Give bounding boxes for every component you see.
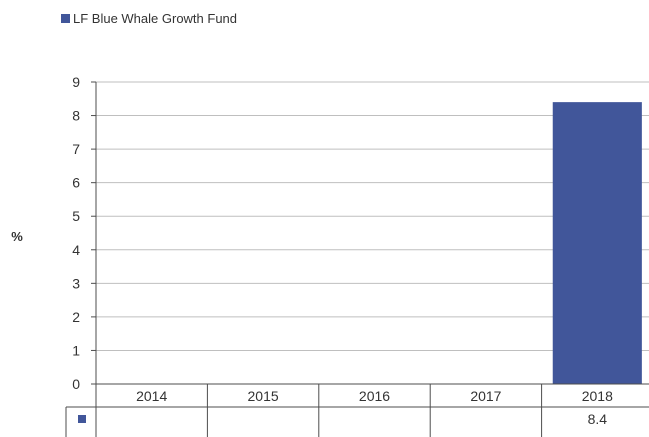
- table-series-swatch: [78, 415, 86, 423]
- bar-2018: [552, 102, 642, 384]
- y-tick-label: 1: [72, 342, 80, 358]
- legend: LF Blue Whale Growth Fund: [61, 11, 237, 26]
- x-tick-label: 2016: [359, 388, 390, 404]
- x-tick-label: 2014: [136, 388, 167, 404]
- y-tick-label: 3: [72, 275, 80, 291]
- y-tick-label: 9: [72, 74, 80, 90]
- y-tick-label: 7: [72, 141, 80, 157]
- y-tick-label: 0: [72, 376, 80, 392]
- y-tick-label: 4: [72, 242, 80, 258]
- x-tick-label: 2015: [248, 388, 279, 404]
- table-value-cell: 8.4: [588, 411, 608, 427]
- y-tick-label: 6: [72, 175, 80, 191]
- y-axis-label: %: [11, 229, 23, 244]
- y-tick-label: 2: [72, 309, 80, 325]
- data-table: 2014 2015 2016 2017 2018 8.4: [65, 383, 649, 437]
- legend-label: LF Blue Whale Growth Fund: [73, 11, 237, 26]
- y-tick-labels: 0 1 2 3 4 5 6 7 8 9: [72, 74, 80, 392]
- legend-swatch: [61, 14, 70, 23]
- gridlines: [91, 81, 649, 437]
- y-tick-label: 5: [72, 208, 80, 224]
- bars: [552, 102, 642, 384]
- x-tick-label: 2018: [582, 388, 613, 404]
- y-tick-label: 8: [72, 108, 80, 124]
- x-tick-label: 2017: [470, 388, 501, 404]
